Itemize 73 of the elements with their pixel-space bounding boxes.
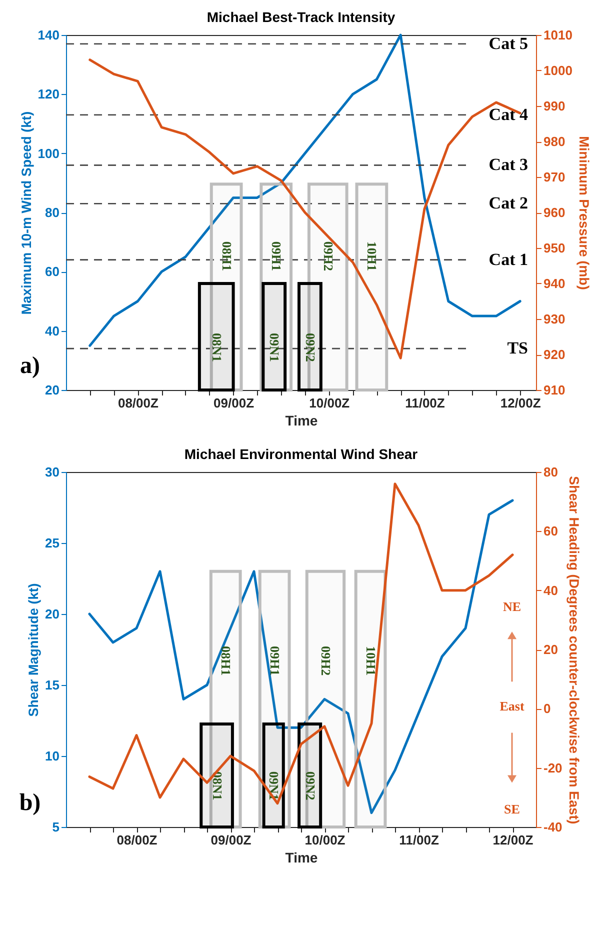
y-tick-label: 10 xyxy=(45,748,60,764)
ref-line-label: Cat 4 xyxy=(488,104,528,124)
y2-tick-label: 990 xyxy=(544,98,566,114)
y-tick-label: 15 xyxy=(45,678,60,692)
x-tick-label: 10/00Z xyxy=(304,832,346,848)
y-tick-label: 80 xyxy=(45,205,60,220)
y-tick-label: 120 xyxy=(38,86,60,102)
y2-tick-label: 970 xyxy=(544,170,566,184)
ref-line-label: Cat 3 xyxy=(488,155,528,174)
band-label: 09N2 xyxy=(302,332,318,362)
band-label: 09N2 xyxy=(302,771,318,800)
x-axis-title: Time xyxy=(285,412,318,428)
band-label: 09N1 xyxy=(267,332,282,362)
y-tick-label: 30 xyxy=(45,464,60,480)
y2-tick-label: 1010 xyxy=(544,28,572,42)
annotation: East xyxy=(500,698,525,714)
x-axis-title: Time xyxy=(285,850,318,866)
y-axis-title: Maximum 10-m Wind Speed (kt) xyxy=(18,111,34,315)
ref-line-label: Cat 1 xyxy=(488,250,528,269)
annotation: NE xyxy=(502,598,522,614)
y2-tick-label: -40 xyxy=(544,820,562,834)
band-label: 08H1 xyxy=(218,646,234,676)
x-tick-label: 11/00Z xyxy=(399,832,439,848)
y2-tick-label: 930 xyxy=(544,312,566,326)
y2-tick-label: 980 xyxy=(544,134,566,149)
band-label: 08N1 xyxy=(209,332,224,362)
y-tick-label: 60 xyxy=(45,264,60,280)
y2-axis-title: Shear Heading (Degrees counter-clockwise from East) xyxy=(566,476,582,824)
y-tick-label: 40 xyxy=(45,323,60,338)
x-tick-label: 12/00Z xyxy=(500,396,541,410)
y-tick-label: 20 xyxy=(45,382,60,398)
x-tick-label: 10/00Z xyxy=(309,396,350,410)
y2-tick-label: 920 xyxy=(544,347,566,362)
y-tick-label: 140 xyxy=(38,28,60,42)
ref-line-label: Cat 5 xyxy=(488,34,528,53)
y-tick-label: 5 xyxy=(52,820,60,834)
y2-tick-label: 950 xyxy=(544,240,566,256)
y2-tick-label: 910 xyxy=(544,382,566,398)
x-tick-label: 12/00Z xyxy=(492,832,534,848)
y2-tick-label: 1000 xyxy=(544,63,572,78)
y-tick-label: 20 xyxy=(45,606,60,622)
y2-axis-title: Minimum Pressure (mb) xyxy=(576,136,592,290)
band-label: 09N1 xyxy=(266,771,282,800)
y2-tick-label: 40 xyxy=(544,582,558,598)
band-label: 10H1 xyxy=(364,646,379,676)
x-tick-label: 08/00Z xyxy=(116,832,158,848)
y-tick-label: 100 xyxy=(38,146,60,161)
ref-line-label: TS xyxy=(507,338,528,358)
text: a) xyxy=(20,353,40,379)
x-tick-label: 09/00Z xyxy=(210,832,252,848)
y2-tick-label: 80 xyxy=(544,464,558,480)
band-label: 09H1 xyxy=(269,241,284,271)
chart-title: Michael Best-Track Intensity xyxy=(206,9,396,25)
y2-tick-label: 60 xyxy=(544,524,558,539)
y-tick-label: 25 xyxy=(45,536,60,550)
x-tick-label: 11/00Z xyxy=(405,396,445,410)
y2-tick-label: -20 xyxy=(544,760,562,776)
y2-tick-label: 0 xyxy=(544,701,551,716)
ref-line-label: Cat 2 xyxy=(488,194,528,213)
y2-tick-label: 20 xyxy=(544,642,558,657)
band-label: 09H1 xyxy=(268,646,283,676)
band-label: 09H2 xyxy=(320,241,336,271)
x-tick-label: 08/00Z xyxy=(118,396,158,410)
annotation: SE xyxy=(504,801,520,816)
y2-tick-label: 940 xyxy=(544,276,566,291)
text: b) xyxy=(19,790,41,816)
band-label: 09H2 xyxy=(318,646,334,676)
y-axis-title: Shear Magnitude (kt) xyxy=(26,583,42,717)
band-label: 08H1 xyxy=(219,241,234,271)
y2-tick-label: 960 xyxy=(544,205,566,220)
chart-title: Michael Environmental Wind Shear xyxy=(184,446,418,462)
x-tick-label: 09/00Z xyxy=(214,396,254,410)
band-label: 10H1 xyxy=(364,241,380,271)
